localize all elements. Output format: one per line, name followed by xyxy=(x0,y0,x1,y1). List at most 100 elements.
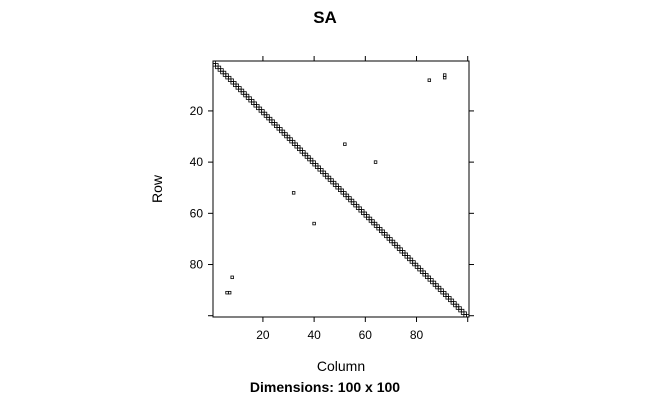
diagonal-entry xyxy=(427,278,432,282)
diagonal-entry xyxy=(258,109,263,113)
diagonal-entry xyxy=(381,232,385,236)
diagonal-entry xyxy=(297,147,301,152)
offdiag-entry xyxy=(291,191,296,195)
diagonal-entry xyxy=(320,170,324,175)
x-tick-label: 20 xyxy=(256,328,270,342)
offdiag-entry xyxy=(227,290,232,295)
diagonal-entry xyxy=(435,285,439,290)
diagonal-entry xyxy=(366,216,370,221)
diagonal-entry xyxy=(394,244,398,249)
diagonal-entry xyxy=(286,137,291,141)
diagonal-entry xyxy=(235,86,240,90)
y-tick-label: 80 xyxy=(190,258,204,272)
diagonal-entry xyxy=(384,234,388,239)
offdiag-entry xyxy=(312,221,316,226)
diagonal-entry xyxy=(455,306,460,310)
diagonal-entry xyxy=(417,267,421,272)
diagonal-entry xyxy=(248,98,252,103)
diagonal-entry xyxy=(350,201,355,205)
diagonal-entry xyxy=(442,293,447,297)
diagonal-entry xyxy=(330,180,334,185)
diagonal-entry xyxy=(225,75,229,80)
offdiag-entry xyxy=(230,275,234,280)
diagonal-entry xyxy=(430,280,434,285)
diagonal-entry xyxy=(271,122,275,126)
diagonal-entry xyxy=(327,178,332,182)
diagonal-entry xyxy=(266,116,270,121)
diagonal-entry xyxy=(409,260,414,264)
offdiag-entry xyxy=(343,142,347,146)
chart-title: SA xyxy=(313,8,337,27)
diagonal-entry xyxy=(425,275,429,280)
diagonal-entry xyxy=(227,78,232,82)
diagonal-entry xyxy=(389,239,393,244)
x-tick-label: 80 xyxy=(410,328,424,342)
diagonal-entry xyxy=(243,93,247,98)
diagonal-entry xyxy=(274,124,278,128)
diagonal-entry xyxy=(386,237,391,241)
y-tick-label: 40 xyxy=(190,155,204,169)
offdiag-entry xyxy=(442,75,447,80)
diagonal-entry xyxy=(373,224,378,228)
diagonal-entry xyxy=(263,114,268,118)
diagonal-entry xyxy=(220,70,224,75)
y-axis-label: Row xyxy=(149,174,165,203)
diagonal-entry xyxy=(378,229,383,233)
diagonal-entry xyxy=(422,273,426,277)
diagonal-entry xyxy=(325,175,329,180)
diagonal-entry xyxy=(463,314,467,318)
diagonal-entry xyxy=(299,150,304,154)
diagonal-entry xyxy=(371,221,375,226)
diagonal-entry xyxy=(399,250,403,254)
diagonal-entry xyxy=(404,255,408,259)
diagonal-entry xyxy=(332,183,337,187)
diagonal-entry xyxy=(340,191,344,195)
diagonal-entry xyxy=(230,81,234,85)
diagonal-entry xyxy=(458,308,462,313)
dimensions-caption: Dimensions: 100 x 100 xyxy=(250,379,400,395)
diagonal-entry xyxy=(453,303,457,308)
diagonal-entry xyxy=(309,160,314,164)
axis-ticks: 20 40 60 80 20 40 60 80 xyxy=(190,56,474,342)
diagonal-entry xyxy=(396,247,401,251)
diagonal-entry xyxy=(268,119,273,123)
diagonal-entry xyxy=(217,68,222,72)
y-tick-label: 20 xyxy=(190,104,204,118)
diagonal-entry xyxy=(245,96,250,100)
diagonal-entry xyxy=(212,63,216,67)
diagonal-entry xyxy=(335,186,339,190)
diagonal-entry xyxy=(291,142,296,146)
diagonal-entry xyxy=(353,203,357,208)
diagonal-entry xyxy=(304,155,309,159)
diagonal-entry xyxy=(314,165,319,169)
diagonal-entry xyxy=(294,145,298,149)
diagonal-entry xyxy=(445,296,449,300)
diagonal-entry xyxy=(414,265,419,269)
x-axis-label: Column xyxy=(317,358,365,374)
x-tick-label: 60 xyxy=(359,328,373,342)
diagonal-entry xyxy=(250,101,255,105)
diagonal-entry xyxy=(376,226,380,231)
matrix-entries xyxy=(212,60,470,318)
diagonal-entry xyxy=(261,111,265,116)
diagonal-entry xyxy=(402,252,406,256)
diagonal-entry xyxy=(238,88,242,93)
diagonal-entry xyxy=(279,129,283,134)
diagonal-entry xyxy=(322,173,327,177)
diagonal-entry xyxy=(338,188,342,192)
offdiag-entry xyxy=(373,160,378,164)
diagonal-entry xyxy=(317,168,321,172)
diagonal-entry xyxy=(233,83,237,88)
diagonal-entry xyxy=(437,288,442,292)
diagonal-entry xyxy=(355,206,360,210)
diagonal-entry xyxy=(256,106,260,111)
diagonal-entry xyxy=(240,91,245,95)
diagonal-entry xyxy=(284,134,288,139)
diagonal-entry xyxy=(432,283,437,287)
diagonal-entry xyxy=(419,270,424,274)
x-tick-label: 40 xyxy=(307,328,321,342)
diagonal-entry xyxy=(460,311,465,315)
diagonal-entry xyxy=(215,65,219,70)
diagonal-entry xyxy=(358,209,362,213)
